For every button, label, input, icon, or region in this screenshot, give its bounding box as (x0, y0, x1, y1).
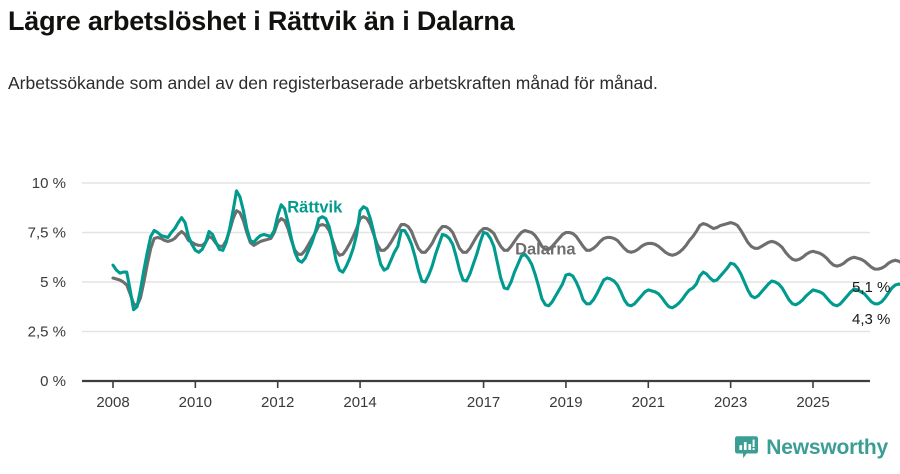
end-value-label-dalarna: 5,1 % (852, 279, 890, 296)
series-line-rättvik (111, 189, 900, 312)
x-tick-label: 2025 (796, 394, 829, 411)
x-tick-label: 2010 (179, 394, 212, 411)
x-axis-labels: 2008 2010 2012 2014 2017 2019 2021 2023 2025 (96, 394, 829, 411)
x-tick-label: 2012 (261, 394, 294, 411)
end-value-label-rättvik: 4,3 % (852, 311, 890, 328)
y-tick-label: 7,5 % (28, 225, 66, 242)
x-axis (82, 379, 870, 388)
x-tick-label: 2023 (714, 394, 747, 411)
x-tick-label: 2019 (549, 394, 582, 411)
x-tick-label: 2008 (96, 394, 129, 411)
x-tick-label: 2021 (632, 394, 665, 411)
page-subtitle: Arbetssökande som andel av den registerb… (8, 73, 658, 93)
y-tick-label: 5 % (40, 274, 66, 291)
y-tick-label: 2,5 % (28, 324, 66, 341)
newsworthy-logo-text: Newsworthy (766, 435, 888, 459)
y-tick-label: 0 % (40, 373, 66, 390)
series-label-dalarna: Dalarna (515, 240, 576, 258)
gridlines (82, 182, 870, 333)
series-lines (111, 189, 900, 312)
newsworthy-logo[interactable]: Newsworthy (734, 435, 888, 460)
chart-annotations: Rättvik Dalarna 5,1 % 4,3 % (287, 199, 890, 328)
bar-chart-bubble-icon (734, 435, 759, 460)
page-title: Lägre arbetslöshet i Rättvik än i Dalarn… (8, 6, 515, 36)
y-axis-labels: 0 % 2,5 % 5 % 7,5 % 10 % (28, 175, 66, 390)
x-tick-label: 2014 (343, 394, 376, 411)
series-label-rättvik: Rättvik (287, 199, 343, 217)
x-tick-label: 2017 (467, 394, 500, 411)
y-tick-label: 10 % (32, 175, 66, 192)
